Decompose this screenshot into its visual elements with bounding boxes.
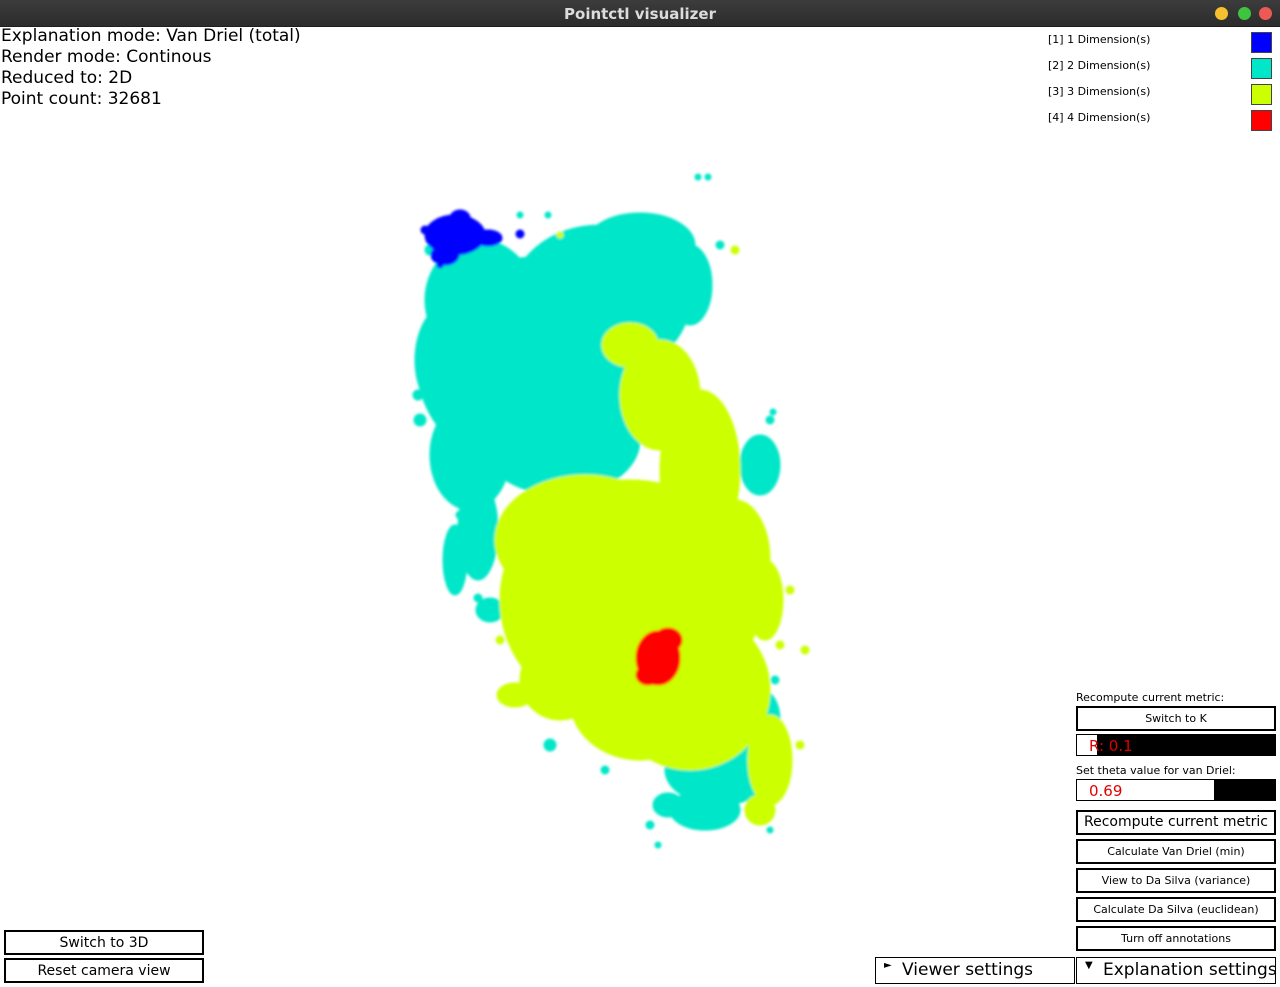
reset-camera-button[interactable]: Reset camera view [4,958,204,983]
point-count-text: Point count: 32681 [1,89,162,109]
minimize-button[interactable] [1215,7,1228,20]
view-da-silva-variance-button[interactable]: View to Da Silva (variance) [1076,868,1276,893]
legend-swatch [1251,32,1272,53]
theta-slider-value: 0.69 [1089,782,1123,800]
r-slider-fill [1077,735,1097,755]
close-button[interactable] [1259,7,1272,20]
point-cloud-points [412,173,810,849]
points-dim1 [420,209,525,269]
legend-label: [3] 3 Dimension(s) [1048,85,1151,98]
legend-item-3: [3] 3 Dimension(s) [1048,84,1276,110]
recompute-label: Recompute current metric: [1076,691,1225,704]
r-slider[interactable]: R: 0.1 [1076,734,1276,756]
explanation-mode-text: Explanation mode: Van Driel (total) [1,26,301,46]
switch-to-k-button[interactable]: Switch to K [1076,706,1276,731]
legend: [1] 1 Dimension(s) [2] 2 Dimension(s) [3… [1048,32,1276,136]
explanation-settings-header[interactable]: ▼ Explanation settings [1076,957,1276,984]
r-slider-value: R: 0.1 [1089,737,1133,755]
explanation-settings-label: Explanation settings [1103,960,1276,980]
triangle-down-icon: ▼ [1085,960,1093,971]
viewer-settings-label: Viewer settings [902,960,1033,980]
recompute-metric-button[interactable]: Recompute current metric [1076,810,1276,835]
legend-label: [1] 1 Dimension(s) [1048,33,1151,46]
triangle-right-icon: ► [884,960,892,971]
legend-item-4: [4] 4 Dimension(s) [1048,110,1276,136]
legend-swatch [1251,84,1272,105]
theta-slider-fill [1077,780,1214,800]
points-dim2 [412,173,781,849]
calc-da-silva-euclidean-button[interactable]: Calculate Da Silva (euclidean) [1076,897,1276,922]
legend-swatch [1251,110,1272,131]
legend-item-2: [2] 2 Dimension(s) [1048,58,1276,84]
reduced-to-text: Reduced to: 2D [1,68,133,88]
maximize-button[interactable] [1238,7,1251,20]
legend-label: [2] 2 Dimension(s) [1048,59,1151,72]
legend-label: [4] 4 Dimension(s) [1048,111,1151,124]
window-title: Pointctl visualizer [564,5,716,23]
legend-item-1: [1] 1 Dimension(s) [1048,32,1276,58]
theta-label: Set theta value for van Driel: [1076,764,1236,777]
legend-swatch [1251,58,1272,79]
switch-to-3d-button[interactable]: Switch to 3D [4,930,204,955]
info-panel: Explanation mode: Van Driel (total) Rend… [1,26,301,110]
turn-off-annotations-button[interactable]: Turn off annotations [1076,926,1276,951]
calc-van-driel-min-button[interactable]: Calculate Van Driel (min) [1076,839,1276,864]
points-dim4 [635,627,683,686]
title-bar: Pointctl visualizer [0,0,1280,27]
render-mode-text: Render mode: Continous [1,47,212,67]
theta-slider[interactable]: 0.69 [1076,779,1276,801]
viewer-settings-header[interactable]: ► Viewer settings [875,957,1075,984]
